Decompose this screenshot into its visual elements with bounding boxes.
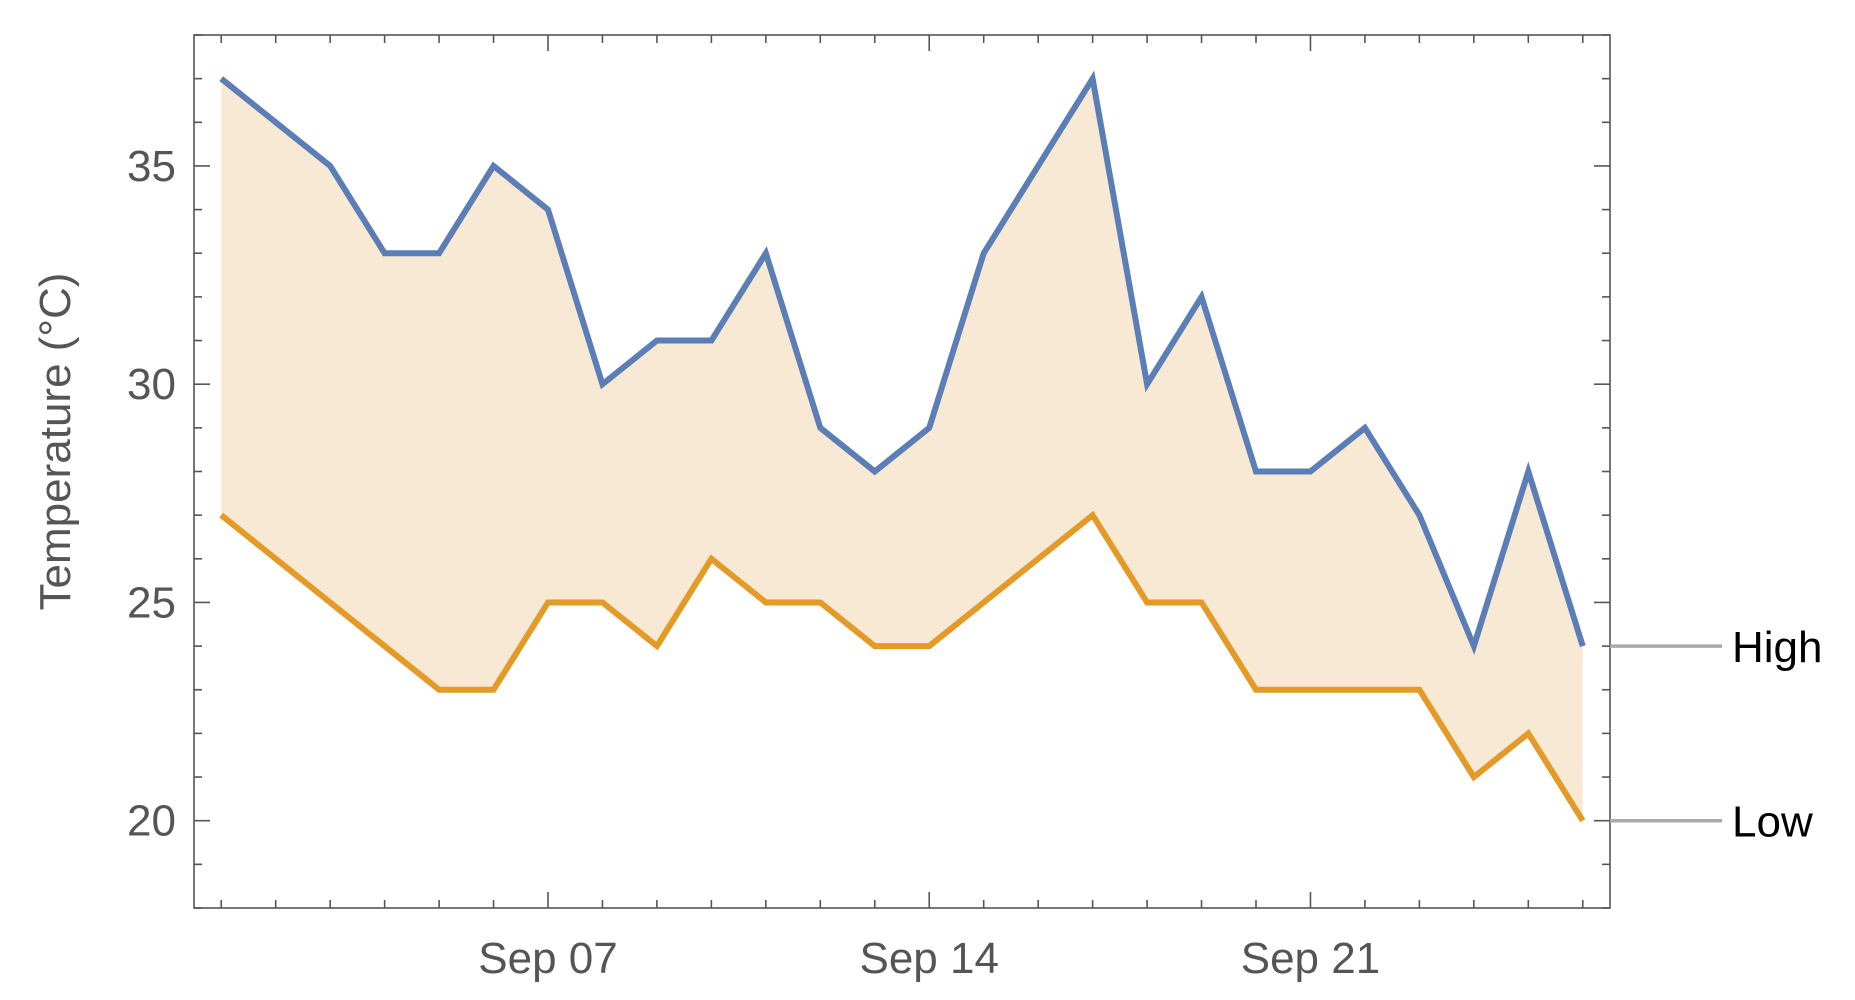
series-line-low: [219, 510, 1586, 823]
plot-frame: [193, 34, 1611, 909]
y-tick-label: 25: [127, 578, 176, 627]
ticks-layer: [194, 34, 1610, 909]
y-tick-label: 20: [127, 797, 176, 846]
y-axis-title: Temperature (°C): [31, 273, 80, 611]
legend-label-low: Low: [1732, 798, 1813, 847]
series-line-high: [219, 70, 1586, 655]
x-tick-label: Sep 07: [478, 934, 617, 983]
legend-label-high: High: [1732, 623, 1823, 672]
x-tick-label: Sep 21: [1241, 934, 1380, 983]
y-tick-label: 35: [127, 142, 176, 191]
y-tick-label: 30: [127, 360, 176, 409]
lines-layer: [219, 70, 1586, 823]
legend-layer: High Low: [1610, 623, 1823, 847]
labels-layer: Sep 07 Sep 14 Sep 21 20 25 30 35: [127, 142, 1380, 983]
x-tick-label: Sep 14: [859, 934, 998, 983]
